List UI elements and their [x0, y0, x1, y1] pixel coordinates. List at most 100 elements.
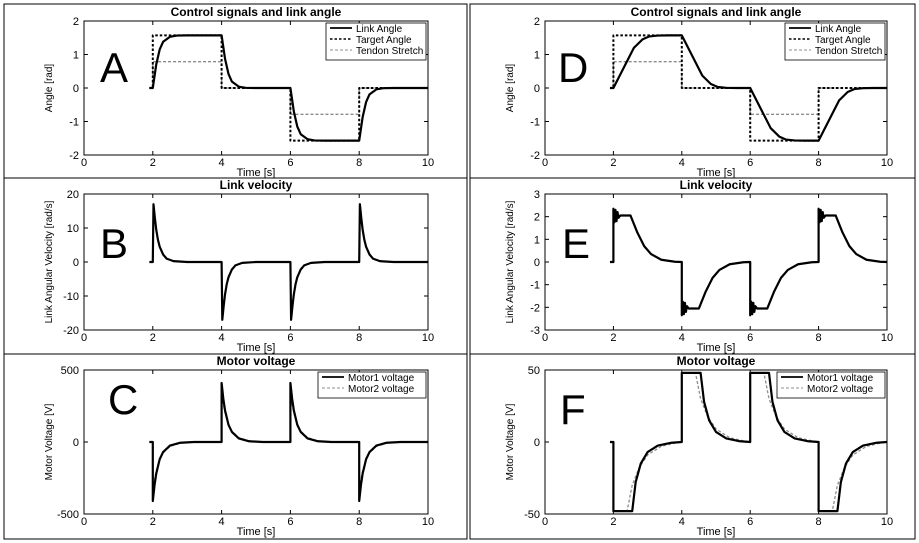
- panel-letter: E: [562, 220, 590, 267]
- x-tick-label: 10: [422, 516, 434, 528]
- legend-box: [325, 22, 427, 61]
- left-column-frame: [3, 3, 468, 540]
- legend-entry: Motor2 voltage: [807, 384, 874, 395]
- y-axis-label: Link Angular Velocity [rad/s]: [44, 200, 55, 323]
- x-tick-label: 10: [422, 157, 434, 169]
- x-axis-label: Time [s]: [237, 342, 276, 354]
- x-tick-label: 6: [287, 516, 293, 528]
- x-tick-label: 6: [287, 332, 293, 344]
- y-axis-label: Angle [rad]: [505, 64, 516, 113]
- x-tick-label: 6: [747, 332, 753, 344]
- y-axis-label: Motor Voltage [V]: [505, 403, 516, 480]
- y-tick-label: 20: [67, 189, 79, 201]
- x-tick-label: 2: [610, 157, 616, 169]
- x-tick-label: 6: [747, 157, 753, 169]
- y-tick-label: 2: [534, 16, 540, 28]
- x-tick-label: 8: [816, 516, 822, 528]
- y-tick-label: -2: [69, 150, 79, 162]
- x-tick-label: 2: [610, 332, 616, 344]
- series-line-target-angle: [609, 34, 887, 142]
- chart-title: Control signals and link angle: [631, 5, 802, 19]
- x-tick-label: 0: [81, 516, 87, 528]
- panel-frames: [3, 3, 916, 540]
- x-tick-label: 4: [219, 157, 225, 169]
- y-axis-label: Link Angular Velocity [rad/s]: [505, 200, 516, 323]
- x-tick-label: 2: [150, 157, 156, 169]
- chart-title: Link velocity: [680, 178, 753, 192]
- legend-entry: Motor1 voltage: [807, 373, 874, 384]
- x-tick-label: 0: [81, 157, 87, 169]
- series-line-motor1-voltage: [149, 381, 428, 503]
- legend-entry: Link Angle: [815, 24, 862, 35]
- x-axis-label: Time [s]: [697, 342, 736, 354]
- legend-entry: Target Angle: [815, 35, 871, 46]
- x-axis-label: Time [s]: [237, 526, 276, 538]
- x-tick-label: 10: [881, 332, 893, 344]
- y-tick-label: 0: [73, 257, 79, 269]
- x-tick-label: 10: [422, 332, 434, 344]
- y-tick-label: -10: [63, 291, 79, 303]
- y-tick-label: -3: [530, 325, 540, 337]
- x-tick-label: 0: [542, 516, 548, 528]
- legend-box: [784, 22, 886, 61]
- x-tick-label: 0: [542, 332, 548, 344]
- panel-letter: A: [100, 44, 128, 91]
- chart-title: Control signals and link angle: [171, 5, 342, 19]
- x-tick-label: 4: [679, 516, 685, 528]
- x-tick-label: 10: [881, 516, 893, 528]
- y-tick-label: 10: [67, 223, 79, 235]
- y-tick-label: 500: [61, 365, 79, 377]
- x-axis-label: Time [s]: [697, 526, 736, 538]
- y-tick-label: -50: [524, 509, 540, 521]
- x-tick-label: 8: [816, 157, 822, 169]
- legend-entry: Tendon Stretch: [815, 46, 882, 57]
- x-tick-label: 10: [881, 157, 893, 169]
- x-tick-label: 6: [747, 516, 753, 528]
- y-tick-label: 50: [528, 365, 540, 377]
- x-tick-label: 4: [679, 332, 685, 344]
- y-tick-label: 3: [534, 189, 540, 201]
- y-tick-label: -500: [57, 509, 79, 521]
- y-tick-label: 0: [73, 83, 79, 95]
- series-line-motor1-voltage: [609, 371, 887, 513]
- panel-letter: D: [558, 44, 588, 91]
- plot-area: [544, 193, 888, 331]
- x-tick-label: 8: [356, 332, 362, 344]
- y-tick-label: 1: [534, 234, 540, 246]
- y-tick-label: -2: [530, 302, 540, 314]
- right-column-frame: [469, 3, 916, 540]
- y-tick-label: 2: [534, 212, 540, 224]
- y-tick-label: -2: [530, 150, 540, 162]
- y-tick-label: -1: [530, 280, 540, 292]
- y-tick-label: 0: [73, 437, 79, 449]
- y-axis-label: Motor Voltage [V]: [44, 403, 55, 480]
- y-tick-label: 0: [534, 83, 540, 95]
- y-axis-label: Angle [rad]: [44, 64, 55, 113]
- x-tick-label: 2: [150, 516, 156, 528]
- y-tick-label: 0: [534, 257, 540, 269]
- panel-letter: B: [100, 220, 128, 267]
- chart-title: Motor voltage: [677, 354, 756, 368]
- y-tick-label: 2: [73, 16, 79, 28]
- x-tick-label: 4: [679, 157, 685, 169]
- y-tick-label: 1: [73, 50, 79, 62]
- y-tick-label: -20: [63, 325, 79, 337]
- x-tick-label: 8: [356, 516, 362, 528]
- y-tick-label: 0: [534, 437, 540, 449]
- x-tick-label: 0: [542, 157, 548, 169]
- x-tick-label: 8: [356, 157, 362, 169]
- y-tick-label: -1: [69, 117, 79, 129]
- x-tick-label: 4: [219, 332, 225, 344]
- series-line-link-angle: [609, 34, 887, 142]
- legend-entry: Tendon Stretch: [356, 46, 423, 57]
- x-tick-label: 6: [287, 157, 293, 169]
- x-tick-label: 0: [81, 332, 87, 344]
- legend-entry: Link Angle: [356, 24, 403, 35]
